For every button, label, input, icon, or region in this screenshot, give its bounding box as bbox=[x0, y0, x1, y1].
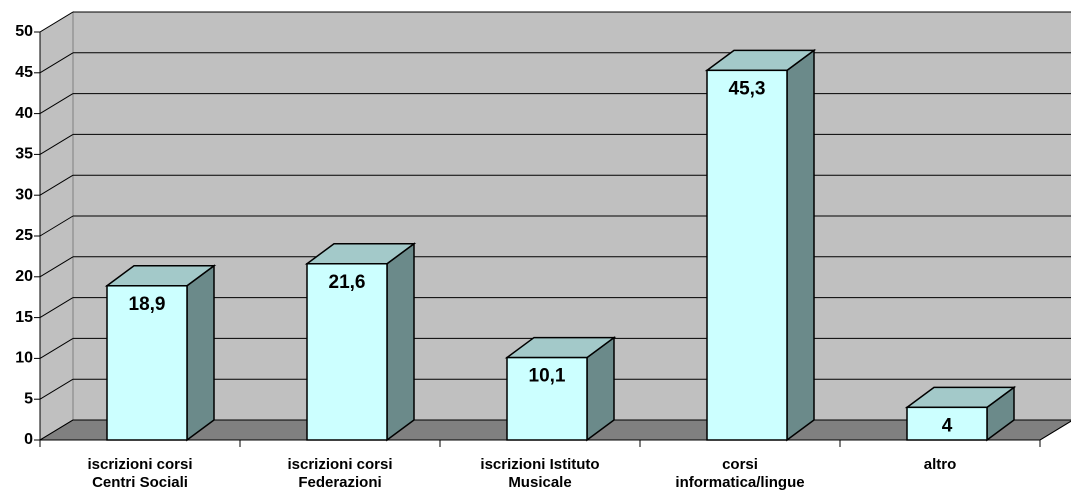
y-tick-label: 40 bbox=[15, 105, 33, 122]
y-tick-label: 10 bbox=[15, 350, 33, 367]
grid-line bbox=[39, 419, 74, 441]
grid-line bbox=[39, 337, 74, 359]
value-label: 4 bbox=[942, 415, 953, 436]
y-tick-label: 50 bbox=[15, 23, 33, 40]
y-tick-label: 5 bbox=[24, 390, 33, 407]
y-tick-label: 0 bbox=[24, 431, 33, 448]
bar bbox=[706, 69, 788, 441]
bar bbox=[306, 262, 388, 441]
bar-side bbox=[786, 48, 815, 442]
bar bbox=[506, 356, 588, 441]
x-tick-label: iscrizioni corsi Federazioni bbox=[287, 456, 393, 491]
y-tick-label: 45 bbox=[15, 64, 33, 81]
grid-line bbox=[39, 93, 74, 115]
y-tick-label: 35 bbox=[15, 146, 33, 163]
bar bbox=[906, 406, 988, 441]
y-tick-label: 25 bbox=[15, 227, 33, 244]
bar-side bbox=[386, 242, 415, 442]
grid-line bbox=[39, 378, 74, 400]
value-label: 21,6 bbox=[329, 272, 366, 293]
grid-line bbox=[39, 215, 74, 237]
grid-line bbox=[39, 297, 74, 319]
value-label: 45,3 bbox=[729, 78, 766, 99]
bar-side bbox=[186, 264, 215, 442]
grid-line bbox=[39, 174, 74, 196]
x-tick-label: altro bbox=[923, 456, 957, 473]
y-tick-label: 20 bbox=[15, 268, 33, 285]
x-tick-label: iscrizioni Istituto Musicale bbox=[480, 456, 600, 491]
x-tick bbox=[1039, 420, 1071, 441]
value-label: 18,9 bbox=[129, 294, 166, 315]
x-tick-label: corsi informatica/lingue bbox=[675, 456, 805, 491]
y-tick-label: 15 bbox=[15, 309, 33, 326]
grid-line bbox=[39, 256, 74, 278]
grid-line bbox=[39, 52, 74, 74]
value-label: 10,1 bbox=[529, 366, 566, 387]
grid-line bbox=[39, 11, 74, 33]
bar bbox=[106, 285, 188, 441]
grid-line bbox=[39, 133, 74, 155]
y-tick-label: 30 bbox=[15, 186, 33, 203]
x-tick-label: iscrizioni corsi Centri Sociali bbox=[87, 456, 193, 491]
